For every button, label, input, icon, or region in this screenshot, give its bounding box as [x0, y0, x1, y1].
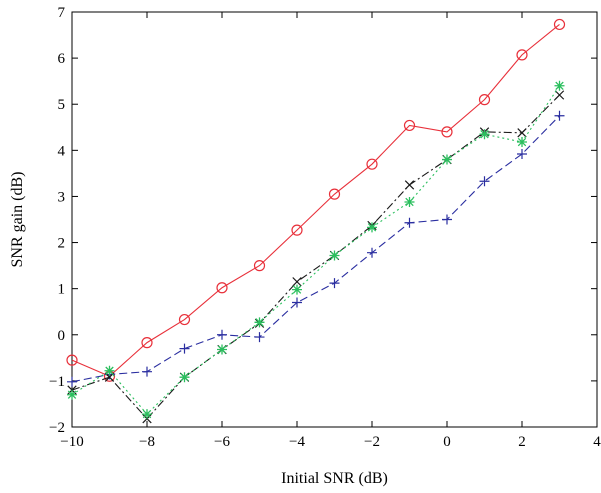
y-tick-label: 2: [58, 236, 66, 252]
series-line: [71, 24, 560, 377]
data-point: [554, 110, 565, 121]
data-point: [253, 260, 266, 272]
data-point: [254, 332, 265, 343]
y-tick-label: 5: [58, 97, 66, 113]
data-point: [554, 90, 565, 100]
y-tick-label: 6: [58, 51, 66, 67]
data-point: [404, 196, 415, 207]
y-tick-label: 1: [58, 282, 66, 298]
y-tick-label: −1: [49, 374, 65, 390]
data-point: [403, 119, 416, 132]
series-1: [66, 18, 566, 382]
data-point: [367, 222, 377, 233]
y-tick-label: 0: [58, 328, 66, 344]
data-point: [517, 137, 527, 148]
data-point: [367, 247, 377, 258]
data-point: [292, 277, 302, 287]
plot-area-frame: [71, 11, 598, 428]
series-line: [71, 85, 560, 415]
data-point: [66, 354, 78, 366]
x-tick-label: −2: [364, 434, 380, 450]
series-line: [71, 94, 560, 420]
series-4: [67, 80, 565, 420]
data-point: [329, 250, 340, 261]
x-tick-label: 2: [518, 434, 526, 450]
data-point: [142, 409, 152, 420]
data-point: [67, 389, 77, 400]
data-point: [142, 366, 152, 377]
x-tick-label: −4: [289, 434, 305, 450]
data-point: [292, 284, 302, 295]
series-layer: [66, 18, 566, 424]
data-point: [179, 343, 190, 354]
series-3: [67, 90, 565, 424]
data-point: [441, 126, 453, 138]
data-point: [517, 149, 527, 160]
data-point: [366, 158, 378, 170]
data-point: [254, 317, 265, 328]
data-point: [478, 94, 491, 106]
data-point: [67, 376, 77, 387]
data-point: [141, 337, 153, 349]
series-2: [67, 110, 565, 387]
x-tick-label: −10: [60, 434, 83, 450]
data-point: [404, 217, 415, 228]
data-point: [554, 80, 565, 91]
x-axis-label: Initial SNR (dB): [281, 470, 388, 487]
data-point: [217, 344, 227, 355]
data-point: [217, 329, 227, 340]
data-point: [442, 154, 452, 165]
data-point: [517, 128, 527, 138]
y-tick-label: 3: [58, 189, 66, 205]
data-point: [479, 129, 490, 140]
data-point: [516, 49, 528, 61]
data-point: [291, 224, 303, 236]
data-point: [104, 365, 115, 376]
data-point: [553, 18, 566, 31]
data-point: [479, 176, 490, 187]
x-tick-label: 4: [593, 434, 601, 450]
data-point: [179, 372, 190, 383]
y-axis-label: SNR gain (dB): [9, 172, 26, 268]
x-tick-label: 0: [443, 434, 451, 450]
data-point: [328, 188, 341, 200]
data-point: [216, 282, 228, 294]
data-point: [404, 180, 415, 190]
y-tick-label: 4: [58, 143, 66, 159]
y-tick-label: −2: [49, 420, 65, 436]
series-line: [71, 115, 560, 383]
x-tick-label: −6: [214, 434, 230, 450]
data-point: [329, 278, 340, 289]
data-point: [292, 297, 302, 308]
y-tick-label: 7: [58, 5, 66, 21]
data-point: [442, 214, 452, 225]
data-point: [178, 313, 191, 326]
x-tick-label: −8: [139, 434, 155, 450]
